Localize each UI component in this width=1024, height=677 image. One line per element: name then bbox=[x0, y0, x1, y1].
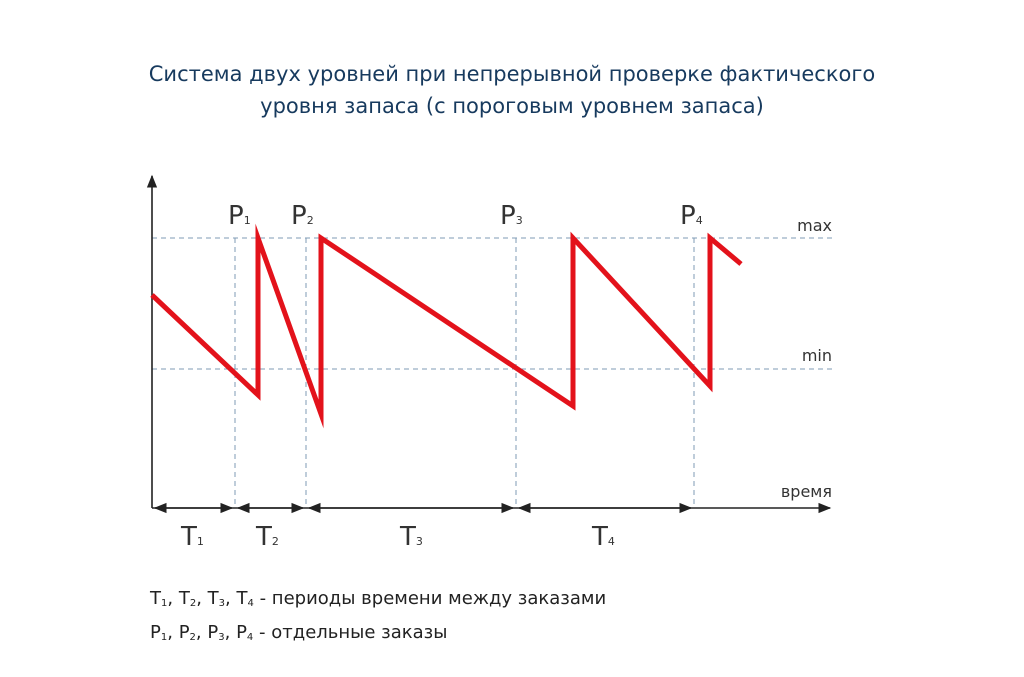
diagram-title: Система двух уровней при непрерывной про… bbox=[0, 58, 1024, 122]
order-label-4: P4 bbox=[680, 201, 703, 231]
period-label-3: T3 bbox=[399, 522, 423, 552]
legend-periods-text: - периоды времени между заказами bbox=[259, 588, 607, 609]
order-label-2: P2 bbox=[291, 201, 314, 231]
legend-orders: P1, P2, P3, P4 - отдельные заказы bbox=[150, 622, 448, 643]
period-label-1: T1 bbox=[180, 522, 204, 552]
period-label-4: T4 bbox=[591, 522, 615, 552]
title-line-2: уровня запаса (с пороговым уровнем запас… bbox=[260, 94, 764, 118]
title-line-1: Система двух уровней при непрерывной про… bbox=[148, 62, 876, 86]
period-label-2: T2 bbox=[255, 522, 279, 552]
stock-level-line bbox=[150, 223, 743, 429]
legend-orders-text: - отдельные заказы bbox=[259, 622, 448, 643]
min-label: min bbox=[802, 346, 832, 365]
legend-periods: T1, T2, T3, T4 - периоды времени между з… bbox=[150, 588, 607, 609]
order-label-3: P3 bbox=[500, 201, 523, 231]
order-label-1: P1 bbox=[228, 201, 251, 231]
x-axis-label: время bbox=[781, 482, 832, 501]
max-label: max bbox=[797, 216, 832, 235]
